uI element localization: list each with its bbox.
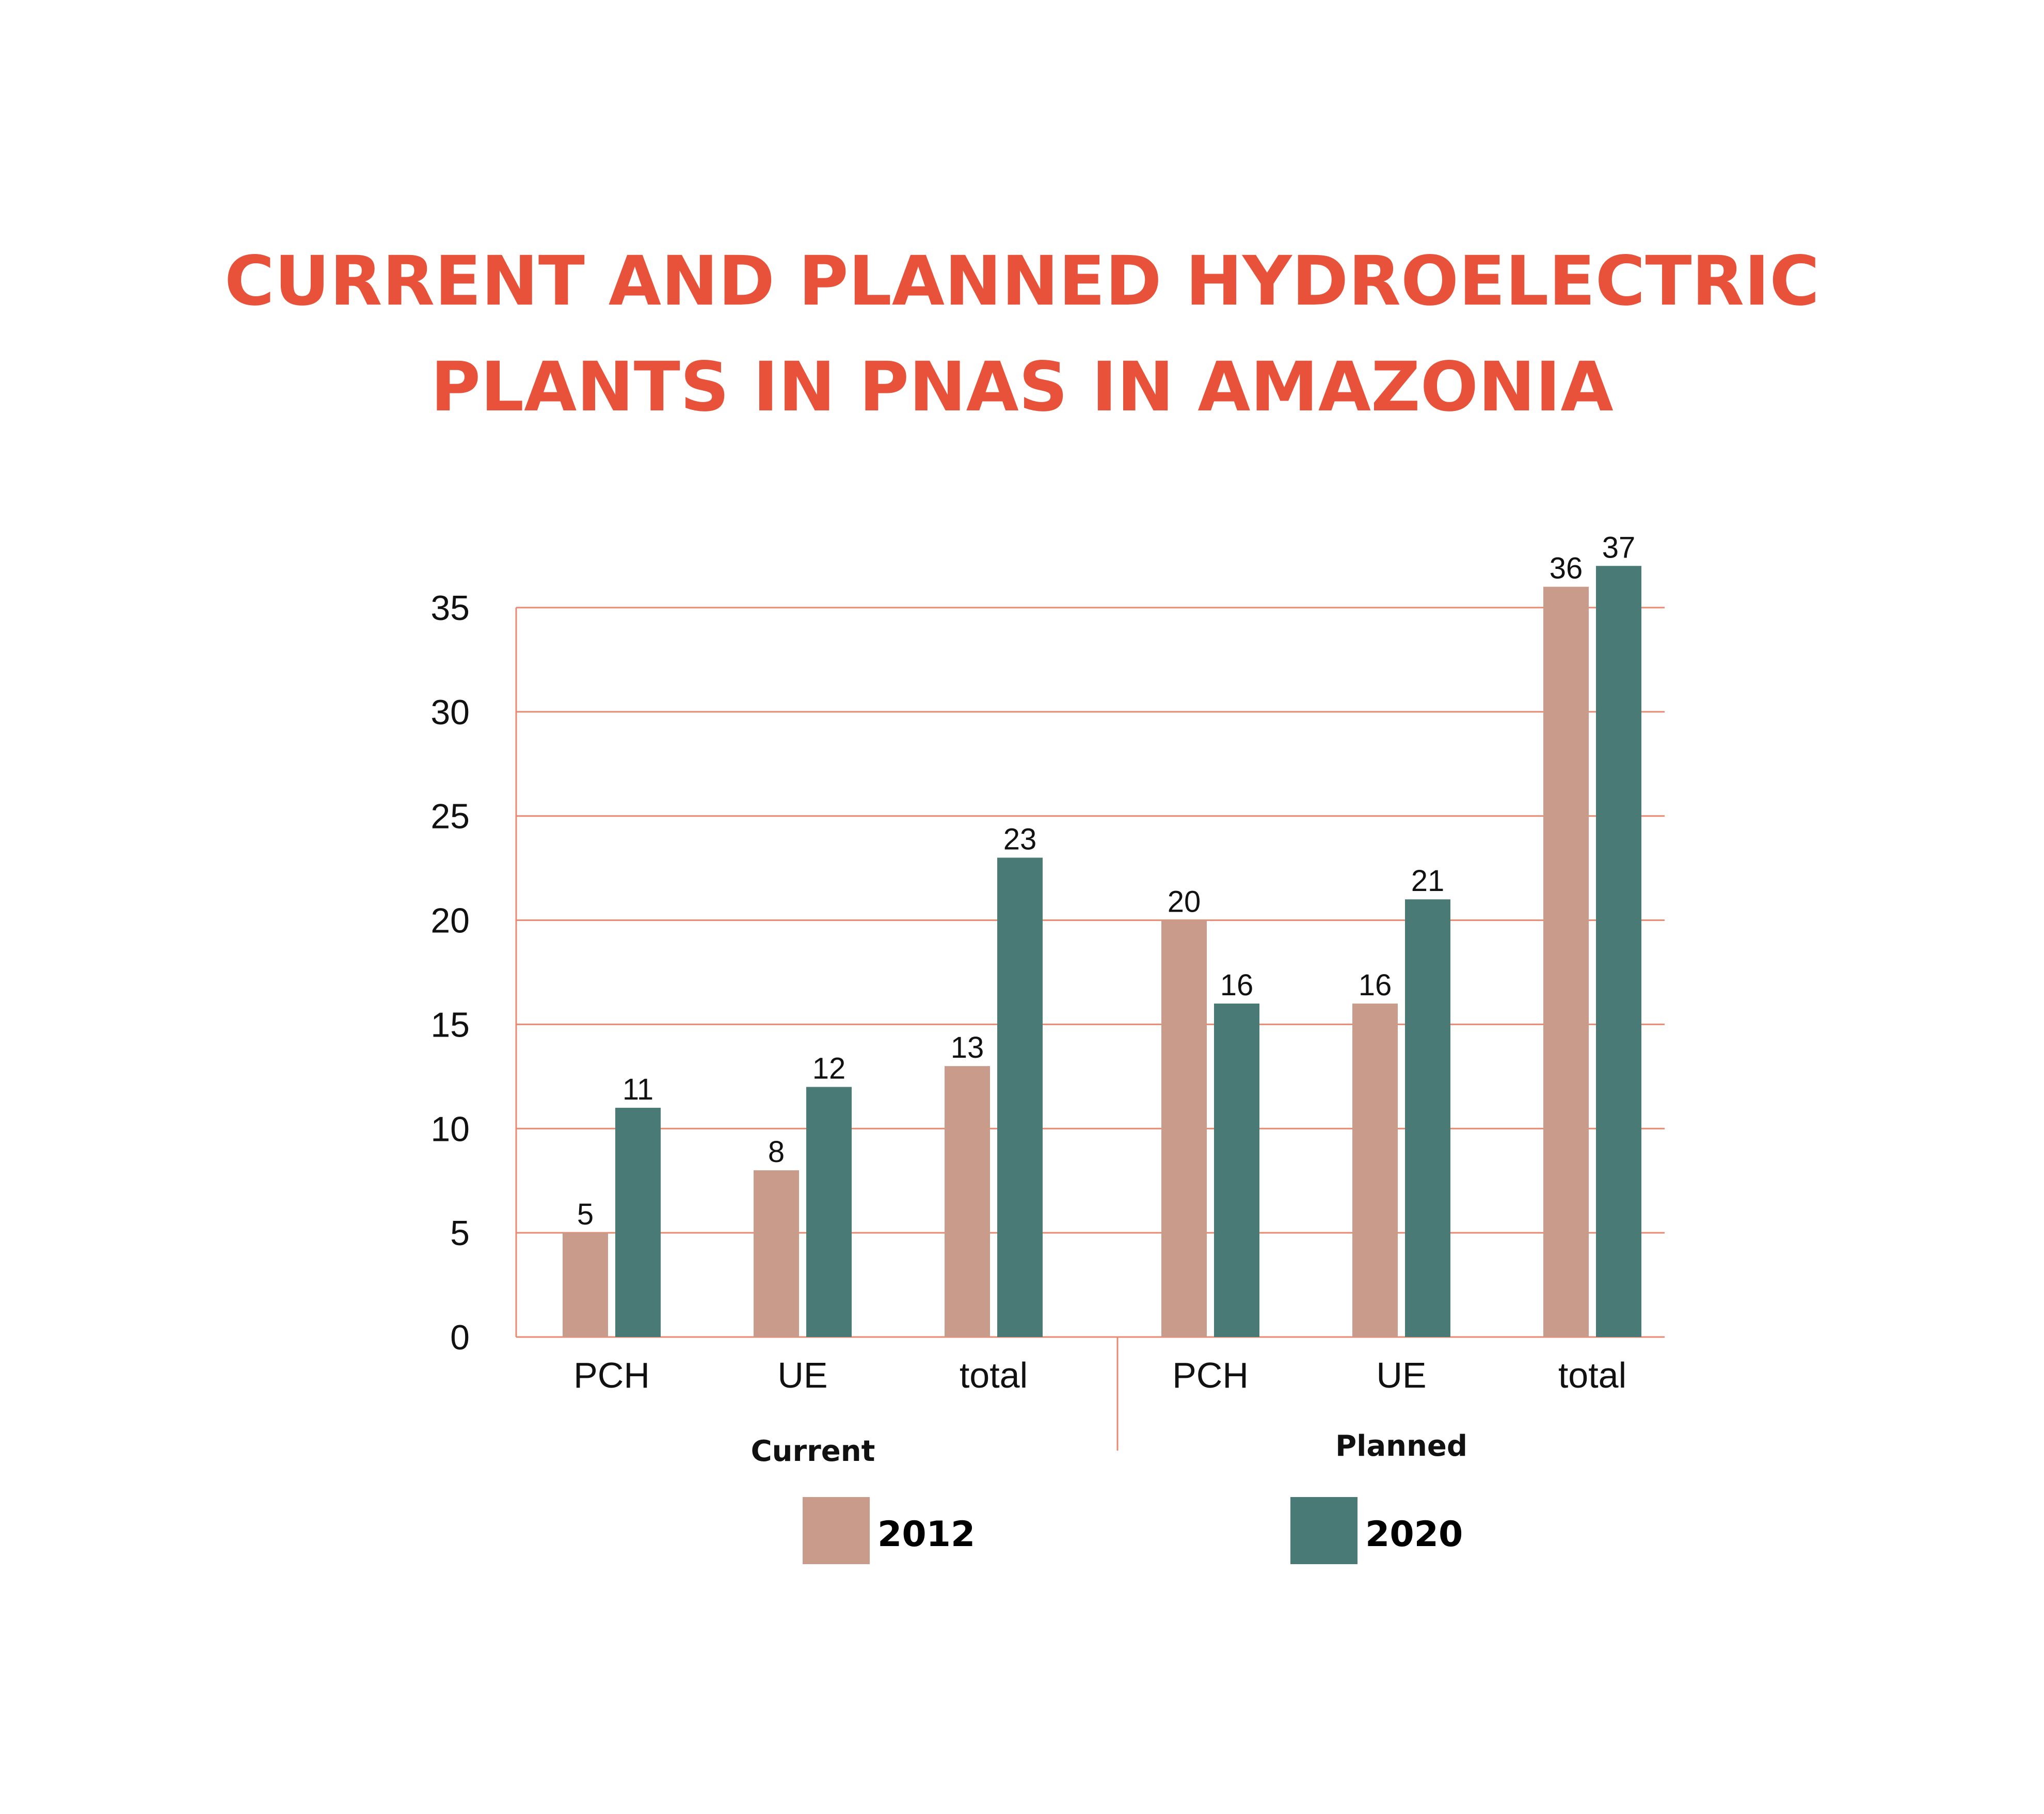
y-tick-label: 25 (430, 797, 470, 836)
data-labels: 5 11 8 12 13 23 20 16 16 21 36 37 (577, 531, 1635, 1231)
y-axis-ticks: 0 5 10 15 20 25 30 35 (430, 588, 470, 1357)
y-tick-label: 15 (430, 1005, 470, 1044)
grid-lines (515, 607, 1665, 1451)
data-label: 36 (1550, 552, 1583, 585)
x-tick-label: PCH (573, 1355, 650, 1395)
bar-2012-5 (1543, 586, 1589, 1337)
bar-2020-2 (997, 857, 1043, 1337)
legend-label-2020: 2020 (1365, 1514, 1463, 1555)
group-labels: Current Planned (751, 1429, 1467, 1468)
x-tick-label: total (960, 1355, 1028, 1395)
bar-2012-0 (563, 1233, 608, 1337)
bar-2020-4 (1405, 899, 1450, 1337)
data-label: 21 (1411, 864, 1445, 898)
bar-2020-3 (1214, 1004, 1259, 1337)
y-tick-label: 30 (430, 693, 470, 732)
bar-2012-4 (1352, 1004, 1398, 1337)
chart-title-line-2: PLANTS IN PNAS IN AMAZONIA (430, 347, 1613, 427)
y-tick-label: 5 (450, 1214, 470, 1253)
bar-2012-3 (1161, 920, 1207, 1337)
x-tick-label: UE (1376, 1355, 1426, 1395)
chart-title-line-1: CURRENT AND PLANNED HYDROELECTRIC (225, 242, 1819, 321)
x-tick-label: PCH (1172, 1355, 1249, 1395)
bar-2020-1 (806, 1087, 852, 1337)
data-label: 37 (1602, 531, 1636, 564)
data-label: 23 (1003, 822, 1037, 856)
group-label-planned: Planned (1335, 1429, 1467, 1463)
y-tick-label: 35 (430, 588, 470, 628)
data-label: 16 (1359, 968, 1392, 1002)
x-tick-label: total (1558, 1355, 1626, 1395)
data-label: 16 (1220, 968, 1254, 1002)
data-label: 5 (577, 1198, 594, 1231)
y-tick-label: 20 (430, 901, 470, 941)
data-label: 12 (812, 1052, 846, 1086)
legend: 2012 2020 (803, 1497, 1463, 1564)
data-label: 8 (768, 1135, 785, 1169)
legend-swatch-2020 (1290, 1497, 1358, 1564)
data-label: 20 (1168, 885, 1201, 919)
bar-2020-5 (1596, 566, 1641, 1337)
x-axis-ticks: PCH UE total PCH UE total (573, 1355, 1626, 1395)
bar-2020-0 (615, 1107, 661, 1337)
data-label: 13 (951, 1031, 984, 1064)
data-label: 11 (622, 1073, 653, 1106)
bar-2012-1 (754, 1170, 799, 1337)
y-tick-label: 0 (450, 1318, 470, 1357)
legend-label-2012: 2012 (877, 1514, 975, 1555)
bars (563, 566, 1641, 1337)
chart-title: CURRENT AND PLANNED HYDROELECTRIC PLANTS… (225, 242, 1819, 427)
x-tick-label: UE (777, 1355, 827, 1395)
legend-swatch-2012 (803, 1497, 870, 1564)
group-label-current: Current (751, 1435, 875, 1468)
bar-2012-2 (945, 1066, 990, 1337)
y-tick-label: 10 (430, 1109, 470, 1149)
